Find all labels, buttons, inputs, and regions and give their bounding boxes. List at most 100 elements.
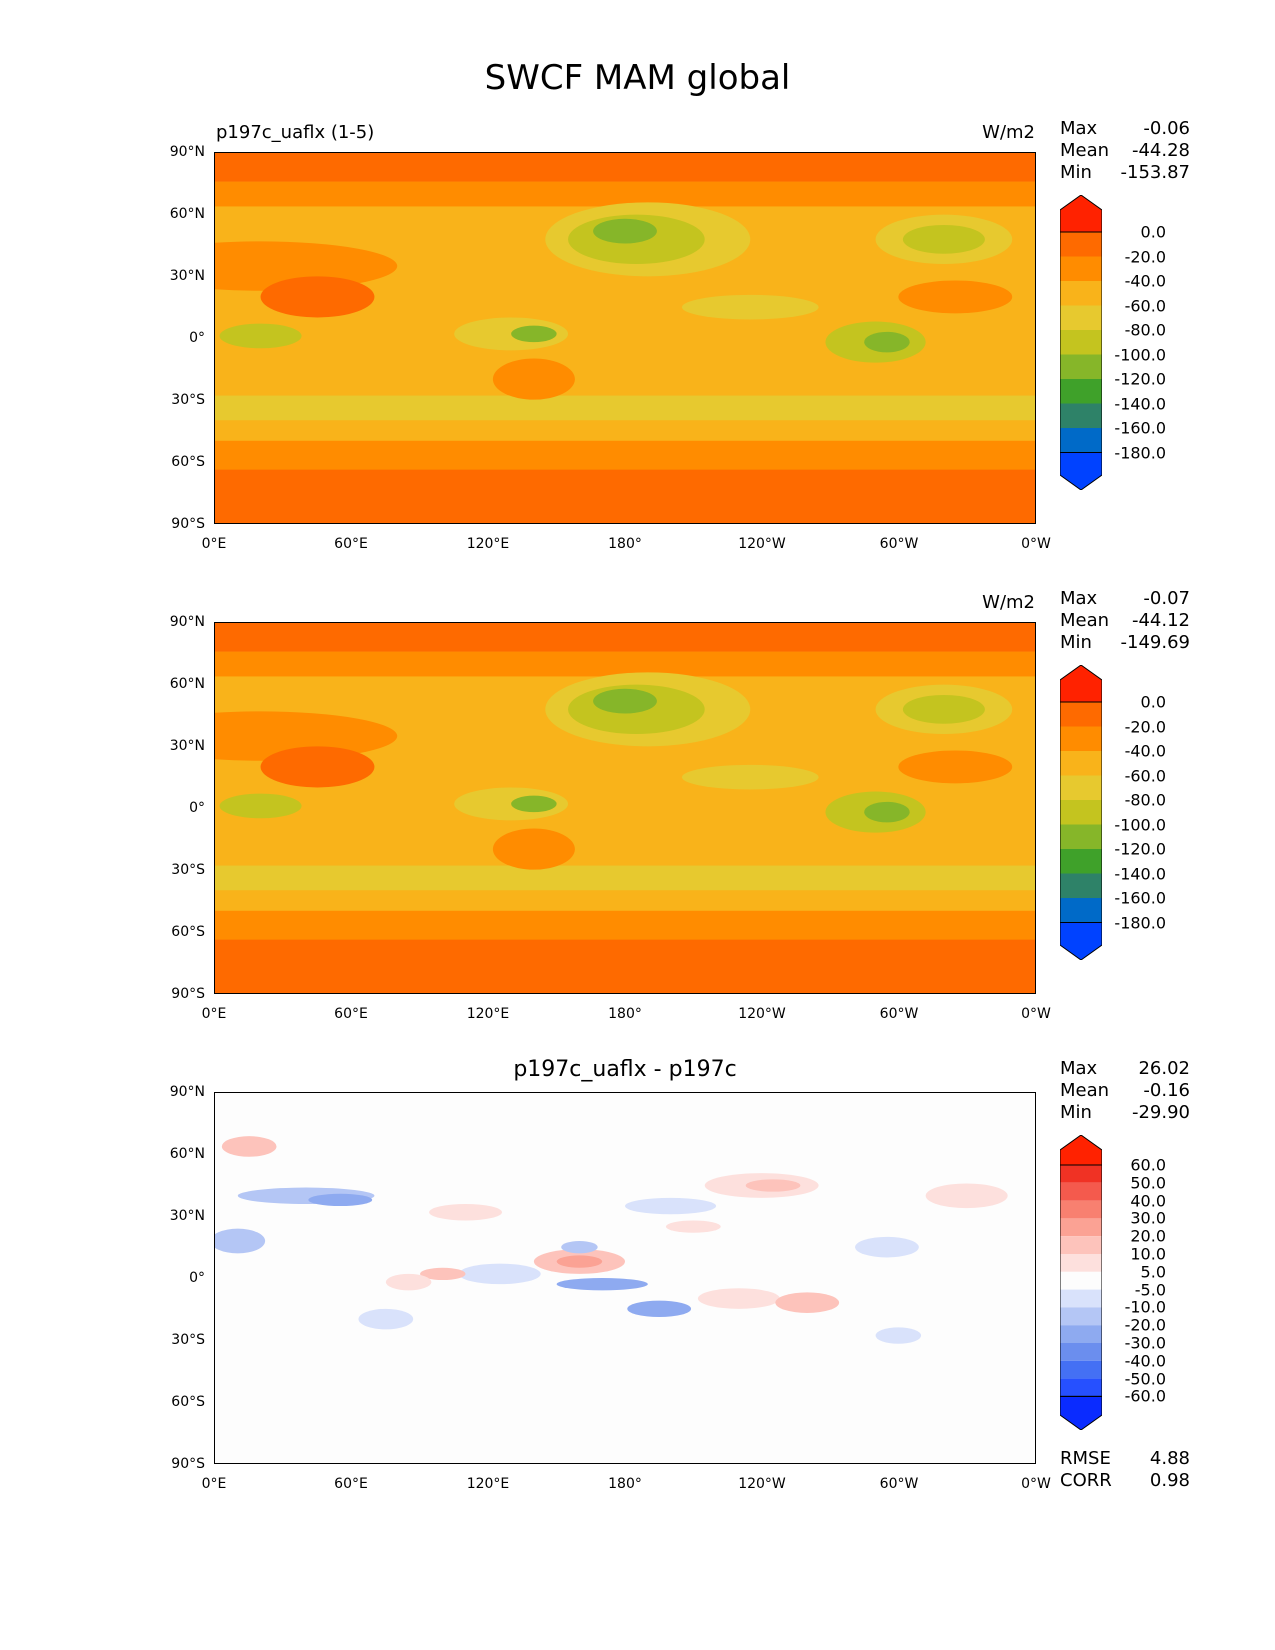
colorbar-tick: -80.0: [1124, 320, 1166, 340]
colorbar-tick: 5.0: [1140, 1262, 1166, 1282]
map-field-test: [215, 153, 1035, 523]
y-tick-label: 0°: [189, 330, 205, 346]
map-difference: [214, 1092, 1036, 1464]
panel-units: W/m2: [982, 592, 1035, 613]
y-tick-label: 90°N: [169, 614, 205, 630]
stat-label: Mean: [1060, 1080, 1110, 1101]
stat-mean: -0.16: [1143, 1080, 1190, 1101]
stat-mean: -44.28: [1131, 140, 1190, 161]
colorbar-tick: -100.0: [1114, 815, 1166, 834]
colorbar-tick: 60.0: [1130, 1155, 1166, 1175]
colorbar-tick: -20.0: [1124, 1315, 1166, 1335]
x-tick-label: 60°W: [879, 1006, 919, 1022]
colorbar-tick: -160.0: [1114, 418, 1166, 438]
stat-label: Mean: [1060, 140, 1110, 161]
y-tick-label: 30°S: [171, 1332, 205, 1348]
colorbar-tick: -140.0: [1114, 394, 1166, 413]
colorbar-tick: -30.0: [1124, 1333, 1166, 1353]
colorbar-tick: -160.0: [1114, 888, 1166, 908]
y-tick-label: 60°N: [169, 1146, 205, 1162]
colorbar-tick: -50.0: [1124, 1369, 1166, 1389]
colorbar-tick: -120.0: [1114, 839, 1166, 859]
colorbar-difference: [1060, 1135, 1102, 1430]
y-tick-label: 60°S: [171, 924, 205, 940]
metric-label: CORR: [1060, 1470, 1112, 1491]
x-tick-label: 180°: [608, 1006, 642, 1022]
stat-label: Max: [1060, 118, 1098, 139]
metric-rmse: 4.88: [1149, 1448, 1190, 1469]
map-field-difference: [215, 1093, 1035, 1463]
x-tick-label: 180°: [608, 536, 642, 552]
colorbar-tick: -140.0: [1114, 864, 1166, 883]
colorbar-tick: -40.0: [1124, 1351, 1166, 1371]
stat-max: -0.07: [1143, 588, 1190, 609]
y-tick-label: 90°S: [171, 986, 205, 1002]
y-tick-label: 90°S: [171, 516, 205, 532]
y-tick-label: 60°S: [171, 1394, 205, 1410]
x-tick-label: 0°E: [201, 536, 227, 552]
colorbar-tick: -80.0: [1124, 790, 1166, 810]
stats-test: Max -0.06 Mean -44.28 Min -153.87: [1060, 118, 1190, 184]
x-tick-label: 180°: [608, 1476, 642, 1492]
colorbar-tick: -60.0: [1124, 1386, 1166, 1406]
map-field-reference: [215, 623, 1035, 993]
stat-label: Min: [1060, 632, 1092, 653]
x-tick-label: 60°E: [334, 536, 368, 552]
y-tick-label: 90°N: [169, 144, 205, 160]
y-tick-label: 30°N: [169, 1208, 205, 1224]
colorbar-tick: -100.0: [1114, 345, 1166, 364]
colorbar-tick: -60.0: [1124, 766, 1166, 785]
colorbar-tick: 10.0: [1130, 1244, 1166, 1264]
map-reference: [214, 622, 1036, 994]
x-tick-label: 120°W: [738, 1006, 786, 1022]
stat-max: -0.06: [1143, 118, 1190, 139]
stat-mean: -44.12: [1131, 610, 1190, 631]
panel-center-title: p197c_uaflx - p197c: [513, 1057, 737, 1082]
stat-label: Max: [1060, 1058, 1098, 1079]
x-tick-label: 0°W: [1021, 1006, 1051, 1022]
x-tick-label: 60°E: [334, 1476, 368, 1492]
colorbar-tick: -20.0: [1124, 717, 1166, 736]
x-tick-label: 60°W: [879, 536, 919, 552]
x-tick-label: 120°W: [738, 1476, 786, 1492]
colorbar-tick: -120.0: [1114, 369, 1166, 389]
panel-reference: W/m2 90°N 60°N 30°N: [0, 470, 1275, 1022]
stats-reference: Max -0.07 Mean -44.12 Min -149.69: [1060, 588, 1190, 654]
stat-label: Min: [1060, 162, 1092, 183]
y-tick-label: 30°S: [171, 392, 205, 408]
colorbar-tick: -180.0: [1114, 443, 1166, 462]
panel-units: W/m2: [982, 122, 1035, 143]
x-tick-label: 120°E: [466, 536, 510, 552]
metric-label: RMSE: [1060, 1448, 1111, 1469]
colorbar-tick: -10.0: [1124, 1297, 1166, 1317]
stats-difference: Max 26.02 Mean -0.16 Min -29.90: [1060, 1058, 1190, 1124]
x-tick-label: 60°E: [334, 1006, 368, 1022]
figure-title: SWCF MAM global: [484, 58, 791, 98]
y-tick-label: 0°: [189, 1270, 205, 1286]
colorbar-reference: [1060, 665, 1102, 960]
y-tick-label: 30°S: [171, 862, 205, 878]
x-tick-label: 0°E: [201, 1476, 227, 1492]
colorbar-tick: -20.0: [1124, 247, 1166, 266]
y-tick-label: 60°N: [169, 206, 205, 222]
x-tick-label: 120°W: [738, 536, 786, 552]
map-test: [214, 152, 1036, 524]
x-tick-label: 0°W: [1021, 1476, 1051, 1492]
y-tick-label: 90°N: [169, 1084, 205, 1100]
y-tick-label: 30°N: [169, 738, 205, 754]
stat-max: 26.02: [1138, 1058, 1190, 1079]
x-tick-label: 120°E: [466, 1006, 510, 1022]
colorbar-test: [1060, 195, 1102, 490]
panel-test: p197c_uaflx (1-5) W/m2 90°N: [0, 0, 1275, 552]
panel-difference: p197c_uaflx - p197c: [0, 940, 1275, 1492]
colorbar-tick: 50.0: [1130, 1173, 1166, 1193]
y-tick-label: 60°N: [169, 676, 205, 692]
colorbar-tick: -40.0: [1124, 741, 1166, 761]
x-tick-label: 0°W: [1021, 536, 1051, 552]
colorbar-tick: -40.0: [1124, 271, 1166, 291]
stat-label: Mean: [1060, 610, 1110, 631]
metric-corr: 0.98: [1149, 1470, 1190, 1491]
metrics-difference: RMSE 4.88 CORR 0.98: [1060, 1448, 1190, 1492]
panel-left-title: p197c_uaflx (1-5): [216, 122, 375, 143]
y-tick-label: 60°S: [171, 454, 205, 470]
